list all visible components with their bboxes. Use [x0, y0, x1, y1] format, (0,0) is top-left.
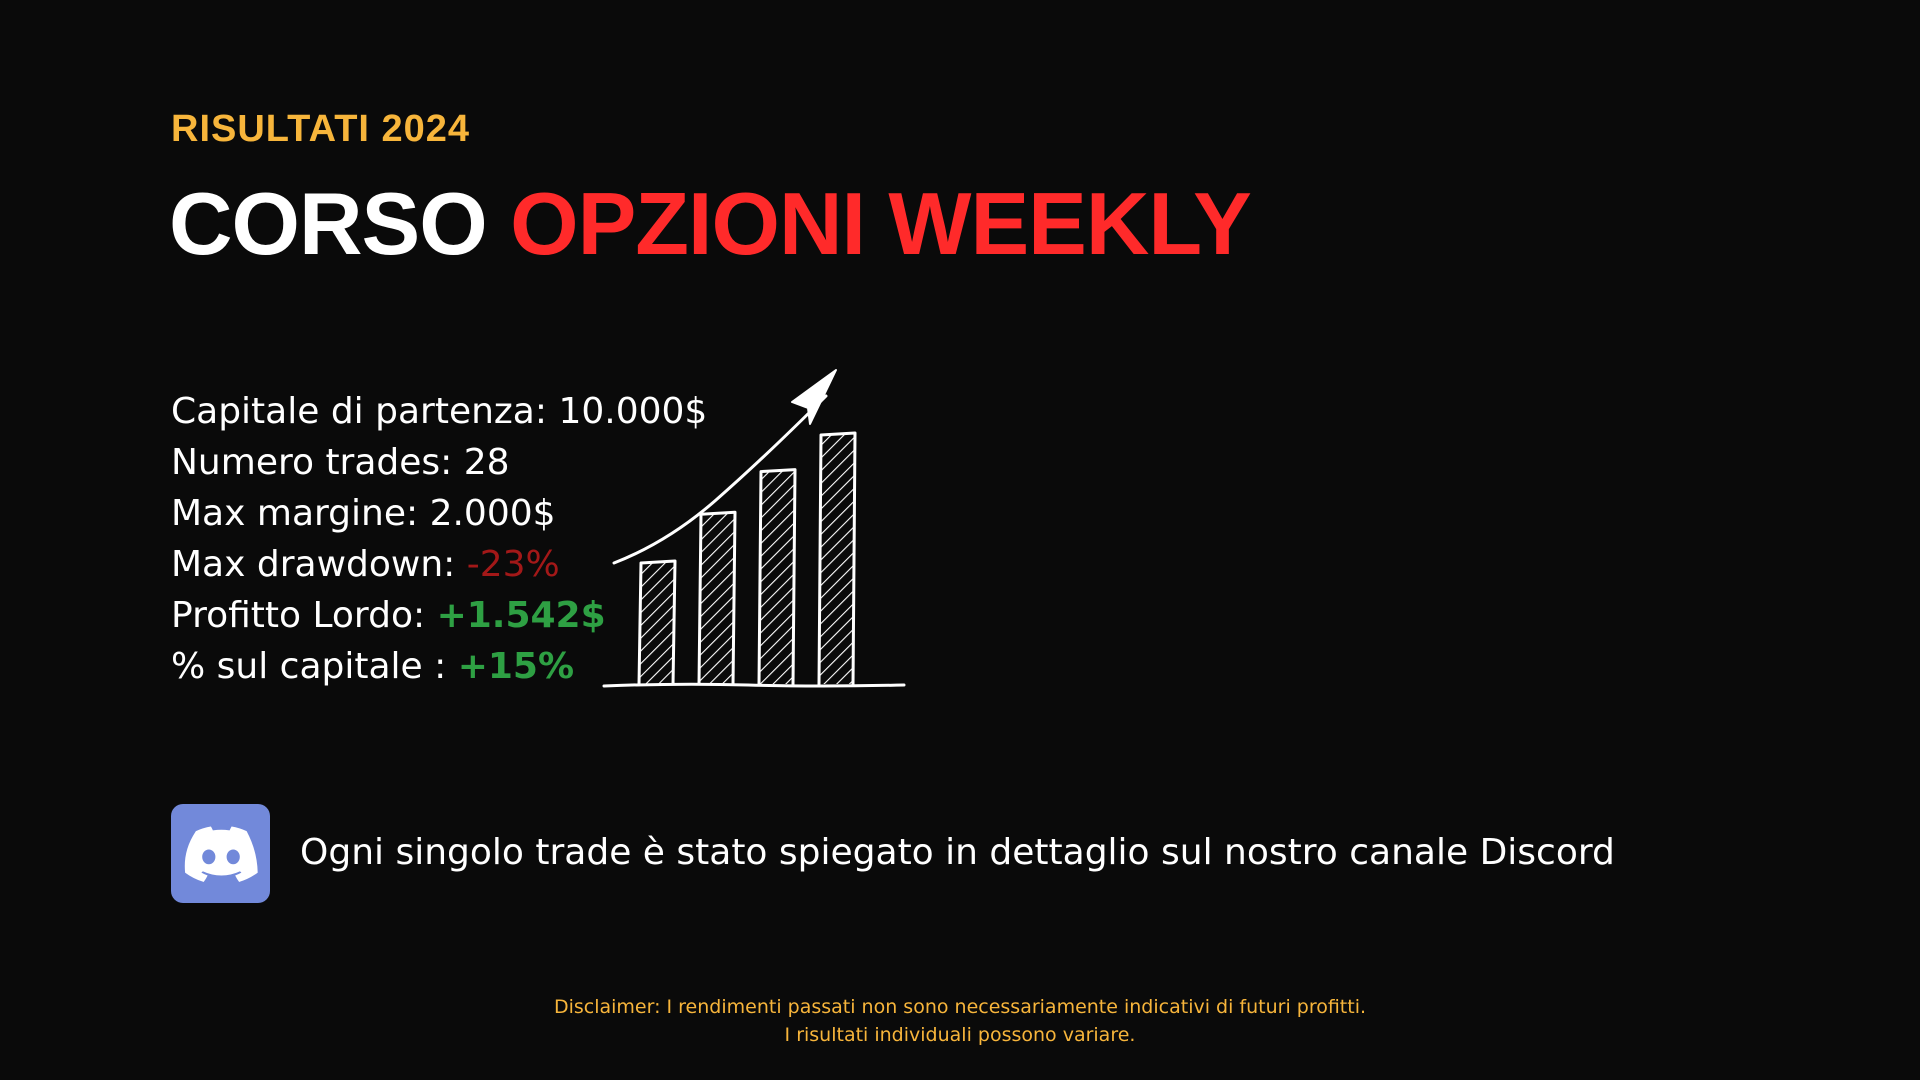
growth-bar-chart-sketch-icon	[602, 369, 906, 688]
chart-bar-outline	[757, 468, 797, 686]
stats-list: Capitale di partenza: 10.000$ Numero tra…	[171, 386, 707, 692]
stat-profit: Profitto Lordo: +1.542$	[171, 590, 707, 641]
stat-trades-label: Numero trades:	[171, 442, 464, 483]
chart-bar	[700, 513, 734, 684]
chart-baseline	[602, 682, 906, 688]
eyebrow-label: RISULTATI 2024	[171, 108, 471, 150]
chart-bar	[820, 434, 854, 684]
chart-bar-outline	[637, 559, 677, 686]
chart-bar	[640, 562, 674, 684]
stat-capital: Capitale di partenza: 10.000$	[171, 386, 707, 437]
chart-bars	[637, 431, 857, 686]
stat-capital-label: Capitale di partenza:	[171, 391, 559, 432]
disclaimer-line-2: I risultati individuali possono variare.	[784, 1024, 1136, 1046]
discord-caption: Ogni singolo trade è stato spiegato in d…	[300, 832, 1615, 873]
stat-drawdown: Max drawdown: -23%	[171, 539, 707, 590]
disclaimer: Disclaimer: I rendimenti passati non son…	[0, 993, 1920, 1049]
stat-trades-value: 28	[463, 442, 510, 483]
title-part-corso: CORSO	[169, 174, 488, 273]
stat-drawdown-value: -23%	[466, 544, 560, 585]
chart-bar-outline	[697, 510, 737, 686]
title-part-opzioni-weekly: OPZIONI WEEKLY	[510, 174, 1252, 273]
stat-margin: Max margine: 2.000$	[171, 488, 707, 539]
page-title: CORSO OPZIONI WEEKLY	[169, 172, 1252, 276]
chart-bar-outline	[817, 431, 857, 686]
stat-margin-label: Max margine:	[171, 493, 430, 534]
stat-capital-value: 10.000$	[558, 391, 708, 432]
stat-percent: % sul capitale : +15%	[171, 641, 707, 692]
stat-margin-value: 2.000$	[429, 493, 556, 534]
disclaimer-line-1: Disclaimer: I rendimenti passati non son…	[553, 996, 1367, 1018]
stat-drawdown-label: Max drawdown:	[171, 544, 467, 585]
chart-trend-arrow-line	[612, 394, 828, 565]
stat-percent-value: +15%	[457, 646, 575, 687]
discord-logo-tile[interactable]	[171, 804, 270, 903]
chart-bar	[760, 470, 794, 684]
stat-trades: Numero trades: 28	[171, 437, 707, 488]
stat-profit-value: +1.542$	[436, 595, 606, 636]
stat-profit-label: Profitto Lordo:	[171, 595, 437, 636]
discord-logo-icon	[184, 825, 258, 882]
chart-arrow-head	[791, 369, 837, 425]
stat-percent-label: % sul capitale :	[171, 646, 458, 687]
